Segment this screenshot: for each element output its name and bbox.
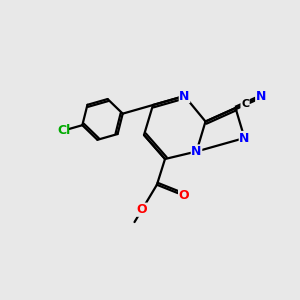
Text: O: O: [178, 189, 189, 202]
Text: N: N: [239, 131, 250, 145]
Text: N: N: [191, 145, 202, 158]
Text: N: N: [179, 89, 190, 103]
Text: Cl: Cl: [58, 124, 71, 137]
Text: O: O: [136, 203, 147, 216]
Text: C: C: [241, 99, 249, 109]
Text: N: N: [256, 90, 266, 103]
